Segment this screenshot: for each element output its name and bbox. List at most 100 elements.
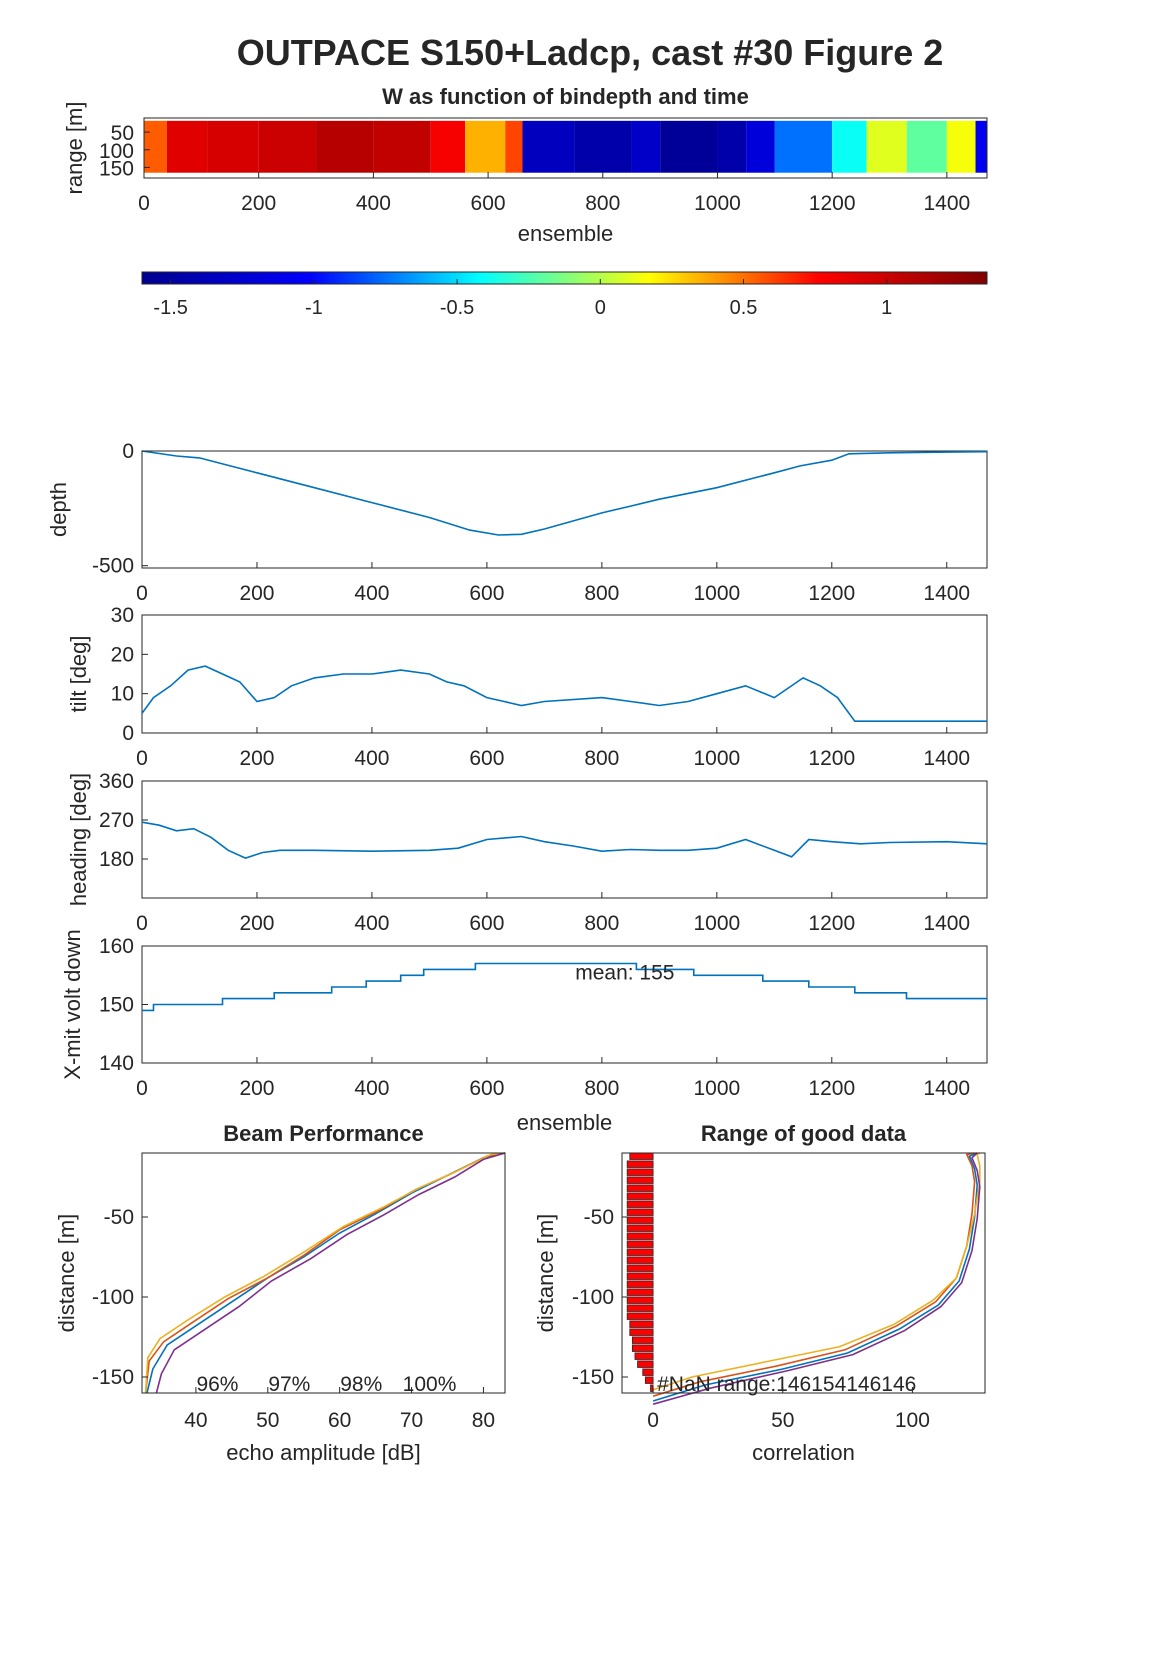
depth-xtick-label: 200 (239, 582, 274, 605)
heatmap-cell (166, 120, 208, 173)
heatmap-xtick-label: 200 (241, 192, 276, 215)
colorbar-tick-label: 0.5 (730, 297, 758, 319)
tilt-ytick-label: 10 (111, 683, 134, 706)
correlation-xtick-label: 0 (647, 1409, 659, 1432)
heatmap-frame (143, 117, 988, 179)
heatmap-cell (946, 120, 976, 173)
beam-xtick-label: 80 (472, 1409, 495, 1432)
beam-xtick-label: 60 (328, 1409, 351, 1432)
nan-range-bar (634, 1352, 654, 1360)
beam-ylabel: distance [m] (54, 1214, 79, 1333)
correlation-ylabel: distance [m] (533, 1214, 558, 1333)
heatmap-cell (258, 120, 317, 173)
tilt-xtick-label: 0 (136, 747, 148, 770)
tilt-xtick-label: 1400 (923, 747, 970, 770)
depth-xtick-label: 1000 (693, 582, 740, 605)
heading-ytick-label: 270 (99, 809, 134, 832)
heatmap-xtick-label: 1400 (923, 192, 970, 215)
beam-frame (141, 1152, 506, 1394)
beam-ytick-label: -50 (104, 1206, 134, 1229)
nan-range-bar (644, 1376, 654, 1384)
voltage-ylabel: X-mit volt down (60, 929, 85, 1079)
beam-percent-label: 100% (403, 1373, 457, 1396)
heading-xtick-label: 1000 (693, 912, 740, 935)
depth-ytick-label: -500 (92, 555, 134, 578)
correlation-series-line (652, 1152, 976, 1397)
beam-series-line (146, 1152, 506, 1394)
heading-xtick-label: 200 (239, 912, 274, 935)
heading-xtick-label: 600 (469, 912, 504, 935)
heading-xtick-label: 1200 (808, 912, 855, 935)
beam-percent-label: 96% (196, 1373, 238, 1396)
heading-ytick-label: 180 (99, 848, 134, 871)
correlation-ytick-label: -150 (572, 1366, 614, 1389)
correlation-series-line (652, 1152, 979, 1402)
nan-range-bar (637, 1360, 654, 1368)
nan-range-bar (626, 1296, 654, 1304)
tilt-ytick-label: 30 (111, 604, 134, 627)
heatmap-cell (430, 120, 466, 173)
nan-range-bar (626, 1304, 654, 1312)
correlation-series-line (652, 1152, 981, 1405)
heading-line (141, 821, 988, 859)
heatmap-title: W as function of bindepth and time (382, 84, 749, 109)
voltage-xtick-label: 1200 (808, 1077, 855, 1100)
nan-range-bar (626, 1272, 654, 1280)
tilt-xtick-label: 600 (469, 747, 504, 770)
voltage-xtick-label: 1000 (693, 1077, 740, 1100)
voltage-mean-annotation: mean: 155 (575, 961, 674, 984)
voltage-xtick-label: 200 (239, 1077, 274, 1100)
heatmap-cell (866, 120, 907, 173)
colorbar (141, 271, 988, 285)
heatmap-cell (465, 120, 506, 173)
heading-frame (141, 780, 988, 899)
heatmap-xtick-label: 1200 (809, 192, 856, 215)
voltage-xtick-label: 600 (469, 1077, 504, 1100)
beam-ytick-label: -100 (92, 1286, 134, 1309)
voltage-ytick-label: 140 (99, 1052, 134, 1075)
tilt-xtick-label: 400 (354, 747, 389, 770)
nan-range-bar (626, 1192, 654, 1200)
nan-range-bar (642, 1368, 654, 1376)
depth-frame (141, 450, 988, 569)
nan-range-bar (626, 1208, 654, 1216)
beam-title: Beam Performance (223, 1121, 424, 1146)
nan-range-bar (626, 1160, 654, 1168)
correlation-xtick-label: 100 (895, 1409, 930, 1432)
correlation-frame (621, 1152, 986, 1394)
colorbar-tick-label: -1.5 (153, 297, 187, 319)
heading-ylabel: heading [deg] (66, 773, 91, 906)
heatmap-xtick-label: 1000 (694, 192, 741, 215)
depth-xtick-label: 800 (584, 582, 619, 605)
beam-series-line (144, 1152, 506, 1394)
tilt-xtick-label: 1200 (808, 747, 855, 770)
tilt-ytick-label: 0 (122, 722, 134, 745)
heading-xtick-label: 1400 (923, 912, 970, 935)
nan-range-bar (629, 1320, 654, 1328)
heatmap-cell (207, 120, 259, 173)
heatmap-ylabel: range [m] (62, 102, 87, 195)
nan-range-bar (626, 1184, 654, 1192)
colorbar-tick-label: 1 (881, 297, 892, 319)
beam-xtick-label: 50 (256, 1409, 279, 1432)
nan-range-bar (626, 1240, 654, 1248)
nan-range-bar (626, 1256, 654, 1264)
heatmap-cell (522, 120, 575, 173)
heatmap-ytick-label: 50 (111, 122, 134, 145)
nan-range-bar (629, 1152, 654, 1160)
depth-xtick-label: 600 (469, 582, 504, 605)
beam-xlabel: echo amplitude [dB] (226, 1440, 420, 1465)
heatmap-cell (975, 120, 987, 173)
heatmap-ytick-label: 150 (99, 157, 134, 180)
heatmap-xlabel: ensemble (518, 221, 613, 246)
colorbar-tick-label: -1 (305, 297, 323, 319)
beam-percent-label: 98% (340, 1373, 382, 1396)
tilt-xtick-label: 800 (584, 747, 619, 770)
heatmap-cell (774, 120, 833, 173)
correlation-title: Range of good data (701, 1121, 907, 1146)
voltage-ytick-label: 160 (99, 935, 134, 958)
nan-range-bar (626, 1288, 654, 1296)
heatmap-xtick-label: 0 (138, 192, 150, 215)
colorbar-tick-label: 0 (595, 297, 606, 319)
